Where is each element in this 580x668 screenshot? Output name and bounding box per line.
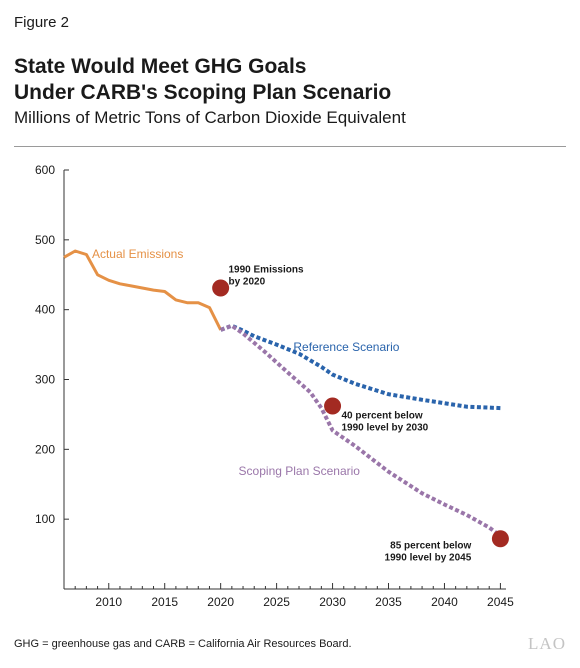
target-annotation: 1990 Emissions by 2020 [228,265,303,288]
y-tick-label: 500 [35,233,55,247]
target-annotation-line: 85 percent below [390,540,471,551]
chart-title-line1: State Would Meet GHG Goals [14,55,307,78]
scoping-plan-scenario-label: Scoping Plan Scenario [239,464,361,478]
reference-scenario-line [219,323,501,411]
x-tick-label: 2040 [431,595,458,609]
target-marker [491,530,509,548]
x-tick-label: 2010 [95,595,122,609]
y-tick-label: 200 [35,442,55,456]
target-marker [324,397,342,415]
chart-series: Actual Emissions Reference Scenario Scopin… [63,247,502,538]
scoping-plan-scenario-line [219,323,502,538]
target-annotation-line: 40 percent below [342,411,423,422]
y-tick-label: 300 [35,373,55,387]
target-annotation-line: by 2020 [228,277,265,288]
actual-emissions-line [63,249,223,331]
y-tick-label: 600 [35,163,55,177]
x-tick-label: 2035 [375,595,402,609]
actual-emissions-label: Actual Emissions [92,247,183,261]
header-divider [14,146,566,147]
target-annotation-line: 1990 level by 2030 [342,423,429,434]
target-annotation-line: 1990 level by 2045 [385,552,472,563]
chart-subtitle: Millions of Metric Tons of Carbon Dioxid… [14,108,406,127]
target-annotation: 85 percent below 1990 level by 2045 [385,540,472,563]
reference-scenario-label: Reference Scenario [293,340,399,354]
chart-title: State Would Meet GHG Goals Under CARB's … [14,54,391,106]
y-tick-label: 400 [35,303,55,317]
footnote: GHG = greenhouse gas and CARB = Californ… [14,638,352,650]
figure-label: Figure 2 [14,14,70,31]
target-marker [212,279,230,297]
x-tick-label: 2020 [207,595,234,609]
x-tick-label: 2025 [263,595,290,609]
lao-logo: LAO [528,634,566,653]
x-tick-label: 2030 [319,595,346,609]
x-tick-label: 2045 [487,595,514,609]
target-annotation-line: 1990 Emissions [228,265,303,276]
x-tick-label: 2015 [151,595,178,609]
chart-title-line2: Under CARB's Scoping Plan Scenario [14,81,392,104]
chart-axes: 100 200 300 400 500 600 2010 2015 2020 2025 2030 20… [35,163,514,609]
target-annotation: 40 percent below 1990 level by 2030 [342,411,429,434]
y-tick-label: 100 [35,512,55,526]
